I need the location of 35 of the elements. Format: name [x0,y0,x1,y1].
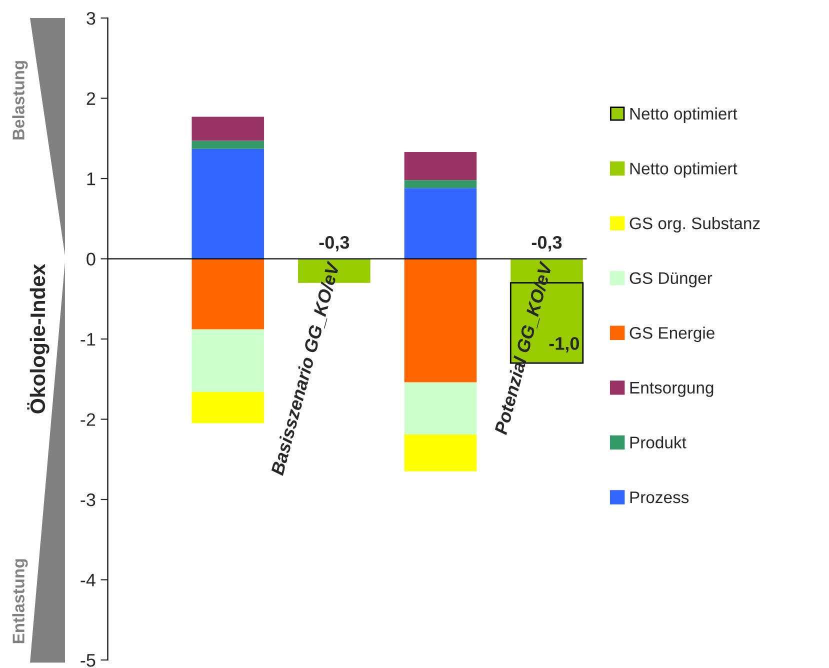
legend-label: Entsorgung [630,382,714,397]
y-tick-label: 2 [86,92,96,105]
bar [404,382,477,434]
bar [192,392,264,424]
text: Belastung [12,61,28,140]
data-label: -0,3 [532,236,562,252]
bar [192,148,264,259]
legend-label: Produkt [630,436,686,448]
legend-label: GS Energie [630,326,714,342]
data-label: -0,3 [319,236,350,252]
y-tick-label: -3 [80,493,96,506]
y-tick-label: 0 [86,252,96,266]
legend-label: GS Dünger [630,272,712,288]
bar [192,116,264,141]
y-tick-label: 1 [87,172,96,186]
y-tick-label: -5 [80,654,96,667]
text: Entlastung [12,559,28,644]
legend-label: Prozess [630,492,689,504]
bar [404,152,477,180]
y-tick-label: 3 [86,12,96,25]
legend-label: Netto optimiert [630,107,738,123]
legend-label: GS org. Substanz [630,217,760,233]
data-label: -1,0 [549,337,579,353]
bar [404,258,477,382]
bar [404,180,477,188]
y-tick-label: -1 [80,333,96,346]
bar [404,188,477,259]
bar [404,434,477,472]
y-axis-title: Ökologie-Index [27,264,50,414]
y-tick-label: -4 [80,574,96,586]
bar [192,140,264,149]
y-tick-label: -2 [80,413,96,426]
legend-label: Netto optimiert [630,162,738,178]
bar [192,329,264,392]
bar [192,258,264,330]
